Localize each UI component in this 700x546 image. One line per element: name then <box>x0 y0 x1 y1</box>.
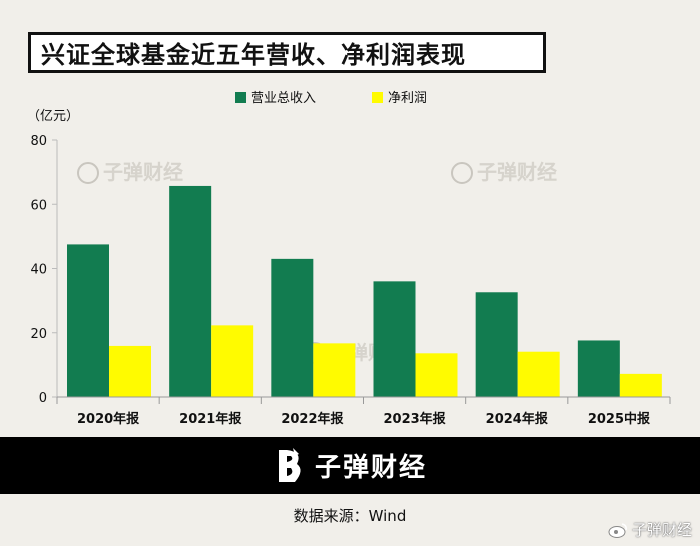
footer-logo: 子弹财经 <box>273 446 427 486</box>
bar-revenue <box>169 185 212 397</box>
y-tick-label: 0 <box>39 391 47 406</box>
x-tick-label: 2021年报 <box>179 411 242 427</box>
weibo-icon <box>608 522 627 538</box>
weibo-watermark-text: 子弹财经 <box>631 521 692 539</box>
watermark-text: 子弹财经 <box>103 160 183 184</box>
bar-net-profit <box>211 325 254 397</box>
x-tick-label: 2025中报 <box>588 411 651 427</box>
bar-net-profit <box>517 351 560 397</box>
y-tick-label: 40 <box>30 263 47 278</box>
chart-title: 兴证全球基金近五年营收、净利润表现 <box>28 32 546 73</box>
data-source: 数据来源：Wind <box>293 507 407 525</box>
bar-net-profit <box>313 343 356 397</box>
x-tick-label: 2022年报 <box>281 411 344 427</box>
bar-revenue <box>373 281 416 397</box>
x-tick-label: 2020年报 <box>77 411 140 427</box>
bar-net-profit <box>109 345 151 397</box>
y-axis-unit: （亿元） <box>27 109 79 124</box>
watermark-logo-icon <box>77 162 99 184</box>
legend-swatch-revenue <box>235 92 246 103</box>
watermark-logo-icon <box>451 162 473 184</box>
legend-label-net-profit: 净利润 <box>388 91 427 106</box>
bar-revenue <box>67 244 109 397</box>
x-tick-label: 2024年报 <box>486 411 549 427</box>
bar-net-profit <box>619 373 662 397</box>
x-tick-label: 2023年报 <box>383 411 446 427</box>
footer-brand-bar: 子弹财经 <box>0 437 700 494</box>
bar-revenue <box>577 340 620 397</box>
bar-revenue <box>271 258 314 397</box>
y-tick-label: 60 <box>30 198 47 213</box>
bar-revenue <box>475 292 518 397</box>
legend-swatch-net-profit <box>372 92 383 103</box>
y-tick-label: 20 <box>30 327 47 342</box>
watermark-text: 子弹财经 <box>477 160 557 184</box>
bar-net-profit <box>415 353 458 397</box>
weibo-watermark: 子弹财经 <box>608 519 692 540</box>
legend-label-revenue: 营业总收入 <box>251 91 316 106</box>
y-tick-label: 80 <box>30 134 47 149</box>
bullet-logo-icon <box>278 447 301 482</box>
footer-brand-text: 子弹财经 <box>314 453 427 483</box>
